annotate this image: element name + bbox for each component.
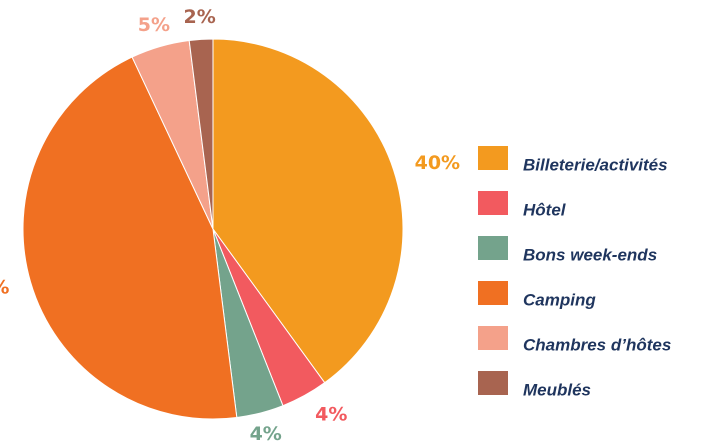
- legend-label: Billeterie/activités: [523, 155, 668, 174]
- legend-swatch: [478, 236, 508, 260]
- legend-swatch: [478, 281, 508, 305]
- legend-swatch: [478, 326, 508, 350]
- slice-label: 40%: [415, 152, 460, 174]
- pie-slice: [212, 38, 404, 384]
- slice-label: 45%: [0, 277, 9, 299]
- legend-label: Hôtel: [523, 200, 567, 219]
- slice-label: 2%: [184, 6, 216, 28]
- legend-label: Camping: [523, 290, 596, 309]
- legend-label: Meublés: [523, 380, 591, 399]
- pie-slice: [22, 56, 238, 420]
- slice-label: 4%: [250, 423, 282, 442]
- pie-slice: [188, 38, 214, 230]
- legend-label: Chambres d’hôtes: [523, 335, 671, 354]
- legend-swatch: [478, 146, 508, 170]
- legend-label: Bons week-ends: [523, 245, 657, 264]
- legend-swatch: [478, 371, 508, 395]
- slice-label: 4%: [315, 403, 347, 425]
- slice-label: 5%: [138, 14, 170, 36]
- legend-swatch: [478, 191, 508, 215]
